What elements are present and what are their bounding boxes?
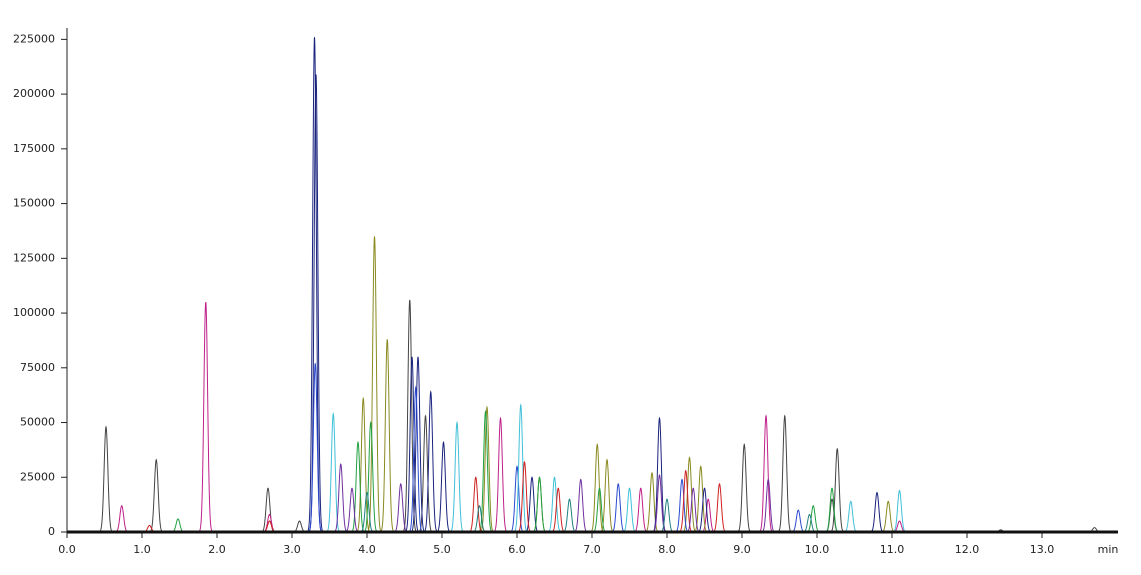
- peak: [869, 491, 885, 533]
- peak: [423, 389, 439, 533]
- peak: [599, 458, 615, 533]
- peak: [404, 356, 420, 533]
- peak: [325, 412, 341, 533]
- peak: [355, 396, 371, 533]
- peak: [472, 505, 487, 533]
- y-tick-label: 150000: [13, 197, 55, 210]
- peak: [621, 487, 638, 533]
- x-tick-label: 3.0: [283, 543, 301, 556]
- x-tick-label: 4.0: [358, 543, 376, 556]
- peak: [170, 518, 186, 533]
- x-tick-label: 5.0: [433, 543, 451, 556]
- peak: [758, 414, 774, 533]
- x-tick-label: 11.0: [880, 543, 905, 556]
- peak: [410, 356, 426, 533]
- peak: [678, 469, 694, 533]
- y-tick-label: 25000: [20, 470, 55, 483]
- y-tick-label: 50000: [20, 416, 55, 429]
- peak: [479, 405, 495, 533]
- x-tick-label: 1.0: [133, 543, 151, 556]
- peak: [492, 416, 509, 533]
- peak: [198, 302, 214, 533]
- peak: [736, 443, 752, 533]
- peak: [777, 414, 793, 533]
- peak: [843, 500, 859, 533]
- y-tick-label: 175000: [13, 142, 55, 155]
- peak: [114, 505, 130, 533]
- peak: [516, 460, 533, 533]
- peak: [610, 483, 626, 533]
- peak: [98, 425, 114, 533]
- peak: [524, 476, 540, 533]
- peak: [829, 447, 845, 533]
- peak: [790, 509, 806, 533]
- peak: [344, 487, 360, 533]
- peak: [366, 236, 383, 533]
- x-tick-label: 13.0: [1030, 543, 1055, 556]
- peak: [712, 483, 727, 533]
- peak: [531, 476, 548, 533]
- peak: [291, 520, 308, 533]
- peak: [633, 487, 649, 533]
- peak: [546, 476, 563, 533]
- peak: [824, 487, 840, 533]
- peak: [824, 498, 840, 533]
- peak: [693, 465, 709, 533]
- y-tick-label: 0: [48, 525, 55, 538]
- x-tick-label: 7.0: [583, 543, 601, 556]
- peak: [350, 440, 366, 533]
- x-tick-label: 12.0: [955, 543, 980, 556]
- peak: [148, 458, 164, 533]
- peak: [435, 440, 452, 533]
- y-tick-label: 100000: [13, 306, 55, 319]
- peak: [880, 500, 896, 533]
- x-tick-label: 8.0: [658, 543, 676, 556]
- peak: [379, 339, 395, 533]
- peak: [509, 465, 525, 533]
- y-tick-label: 125000: [13, 251, 55, 264]
- y-tick-label: 75000: [20, 361, 55, 374]
- x-tick-label: 6.0: [508, 543, 526, 556]
- peak: [307, 363, 323, 533]
- y-tick-label: 225000: [13, 32, 55, 45]
- x-tick-label: 10.0: [805, 543, 830, 556]
- peak: [561, 498, 578, 533]
- peak: [449, 421, 465, 533]
- peak: [363, 421, 379, 533]
- x-tick-label: 9.0: [733, 543, 751, 556]
- x-axis-label: min: [1098, 543, 1119, 556]
- peak: [651, 474, 668, 533]
- peak: [333, 463, 349, 533]
- peak: [468, 476, 484, 533]
- peak: [513, 403, 529, 533]
- peak: [644, 471, 660, 533]
- x-tick-label: 2.0: [208, 543, 226, 556]
- peak: [891, 489, 908, 533]
- y-tick-label: 200000: [13, 87, 55, 100]
- peak: [681, 456, 698, 533]
- peak: [760, 478, 776, 533]
- peak: [573, 478, 589, 533]
- peak: [408, 385, 424, 533]
- x-tick-label: 0.0: [58, 543, 76, 556]
- peak: [674, 478, 690, 533]
